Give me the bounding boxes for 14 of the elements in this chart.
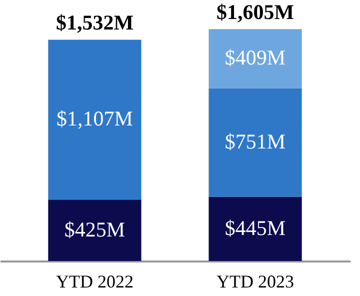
data-label: $751M [224,129,286,154]
x-tick-label: YTD 2022 [56,272,134,292]
data-label: $425M [64,217,126,242]
x-tick-label: YTD 2023 [216,272,294,292]
bar [208,88,302,197]
bar [208,196,302,261]
bar [48,40,142,200]
total-label: $1,532M [56,10,134,35]
data-label: $409M [224,46,286,70]
bar [208,29,302,88]
total-label: $1,605M [216,0,294,24]
data-label: $1,107M [56,106,134,131]
bar [48,200,142,261]
data-label: $445M [224,216,286,240]
